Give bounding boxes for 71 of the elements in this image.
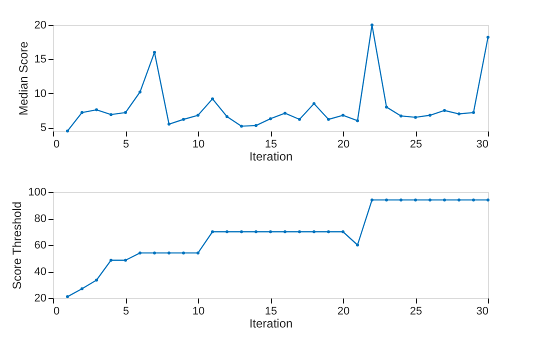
point [298, 230, 301, 234]
x-tick-label: 25 [410, 306, 422, 318]
point [298, 118, 301, 121]
point [327, 230, 330, 234]
y-tick-label: 10 [34, 88, 46, 100]
y-tick-label: 60 [34, 240, 46, 252]
x-tick-label: 10 [192, 306, 205, 318]
point [472, 111, 475, 114]
point [312, 230, 316, 234]
point [196, 114, 200, 117]
point [240, 124, 243, 128]
point [211, 230, 214, 234]
point [385, 106, 388, 109]
point [284, 230, 286, 234]
x-tick-label: 30 [476, 138, 488, 150]
y-axis-title: Median Score [16, 41, 30, 116]
point [269, 230, 272, 234]
point [240, 230, 243, 234]
x-tick-label: 5 [122, 138, 130, 150]
point [370, 24, 374, 26]
line-series [66, 198, 490, 298]
x-axis-title: Iteration [249, 150, 293, 164]
y-tick-label: 40 [34, 266, 46, 278]
point [458, 112, 460, 116]
point [182, 118, 185, 121]
x-tick-label: 0 [54, 306, 60, 318]
x-axis-title: Iteration [249, 316, 293, 330]
y-tick-label: 5 [40, 122, 46, 134]
y-axis-title: Score Threshold [10, 202, 24, 290]
point [269, 117, 272, 120]
point [95, 108, 98, 112]
x-tick-label: 10 [192, 138, 205, 150]
x-tick-label: 0 [54, 138, 60, 150]
point [284, 112, 286, 115]
y-tick-label: 20 [34, 292, 46, 304]
x-tick-label: 5 [122, 306, 130, 318]
x-tick-label: 15 [264, 306, 278, 318]
point [342, 114, 344, 117]
x-tick-label: 30 [476, 306, 488, 318]
point [124, 258, 127, 262]
point [414, 116, 417, 119]
x-tick-label: 25 [410, 138, 422, 150]
y-tick-label: 20 [34, 20, 46, 32]
point [168, 122, 170, 126]
point [66, 295, 69, 298]
point [312, 102, 316, 106]
y-tick-label: 15 [34, 54, 46, 66]
point [443, 108, 446, 112]
point [110, 258, 112, 262]
x-tick-label: 20 [337, 306, 350, 318]
point [153, 50, 156, 54]
point [356, 119, 359, 122]
point [226, 230, 228, 234]
point [486, 36, 490, 39]
point [342, 230, 344, 234]
x-tick-label: 15 [264, 138, 278, 150]
point [428, 114, 432, 117]
point [110, 113, 112, 116]
y-tick-label: 80 [34, 213, 46, 225]
point [327, 118, 330, 121]
point [80, 287, 84, 290]
x-tick-label: 20 [337, 138, 350, 150]
line-series [66, 24, 490, 132]
point [211, 97, 214, 100]
point [226, 115, 228, 118]
point [124, 111, 127, 114]
point [254, 230, 258, 234]
y-tick-label: 100 [28, 186, 46, 198]
point [486, 198, 490, 202]
point [95, 278, 98, 282]
point [66, 130, 69, 132]
